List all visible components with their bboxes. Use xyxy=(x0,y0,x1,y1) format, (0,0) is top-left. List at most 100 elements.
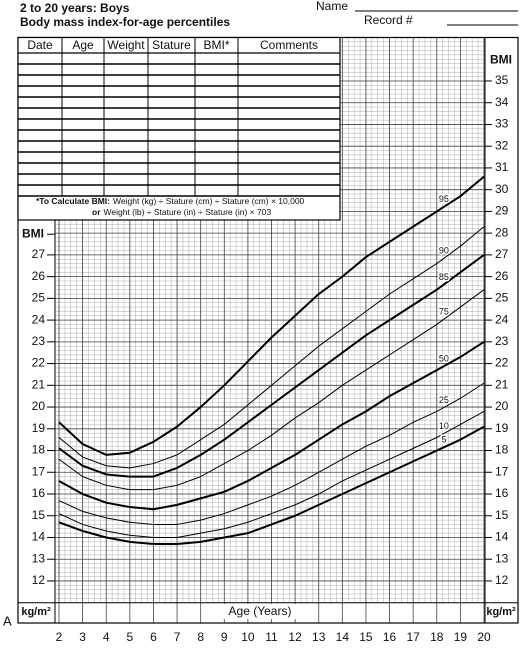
y-tick-label: 16 xyxy=(495,486,509,500)
y-tick-label: 17 xyxy=(495,464,509,478)
curve-label: 90 xyxy=(439,246,449,256)
x-tick-label: 9 xyxy=(221,630,228,644)
x-tick-label: 13 xyxy=(312,630,326,644)
column-header: Date xyxy=(27,38,53,52)
curve-label: 25 xyxy=(439,395,449,405)
x-tick-label: 16 xyxy=(383,630,397,644)
y-tick-label: 31 xyxy=(495,160,509,174)
y-tick-label: 34 xyxy=(495,95,509,109)
y-tick-label: 18 xyxy=(495,443,509,457)
panel-label: A xyxy=(3,613,12,628)
y-axis-label: BMI xyxy=(490,52,512,66)
y-tick-label: 27 xyxy=(495,247,509,261)
y-tick-label: 15 xyxy=(495,508,509,522)
column-header: BMI* xyxy=(203,38,229,52)
record-label: Record # xyxy=(364,13,413,27)
y2-tick-label: 16 xyxy=(32,486,46,500)
y-tick-label: 32 xyxy=(495,138,509,152)
y-tick-label: 22 xyxy=(495,356,509,370)
percentile-curve xyxy=(58,410,485,538)
x-label-background xyxy=(222,604,298,619)
percentile-curve xyxy=(58,382,485,525)
y-tick-label: 29 xyxy=(495,204,509,218)
percentile-curve xyxy=(58,340,485,511)
y-tick-label: 19 xyxy=(495,421,509,435)
x-tick-label: 17 xyxy=(406,630,420,644)
footnote-formula: Weight (kg) ÷ Stature (cm) ÷ Stature (cm… xyxy=(113,196,305,206)
curve-label: 50 xyxy=(439,354,449,364)
y2-axis-label: BMI xyxy=(22,226,44,240)
y2-tick-label: 17 xyxy=(32,464,46,478)
y-unit: kg/m² xyxy=(486,606,516,618)
curve-label: 5 xyxy=(441,435,446,445)
header-title: 2 to 20 years: Boys xyxy=(20,1,130,15)
footnote-lead: *To Calculate BMI: xyxy=(36,196,110,206)
curve-label: 85 xyxy=(439,272,449,282)
percentile-curve xyxy=(58,175,485,456)
y2-tick-label: 20 xyxy=(32,399,46,413)
y-tick-label: 21 xyxy=(495,377,509,391)
footnote-lead: or xyxy=(92,207,101,217)
y-tick-label: 30 xyxy=(495,182,509,196)
x-tick-label: 5 xyxy=(126,630,133,644)
y2-tick-label: 24 xyxy=(32,312,46,326)
y-tick-label: 23 xyxy=(495,334,509,348)
y2-tick-label: 21 xyxy=(32,377,46,391)
x-tick-label: 19 xyxy=(454,630,468,644)
y-tick-label: 14 xyxy=(495,530,509,544)
footnote-formula: Weight (lb) ÷ Stature (in) ÷ Stature (in… xyxy=(104,207,272,217)
percentile-curve xyxy=(58,226,485,469)
y-tick-label: 35 xyxy=(495,73,509,87)
y2-tick-label: 15 xyxy=(32,508,46,522)
column-header: Age xyxy=(72,38,94,52)
footnote: *To Calculate BMI: Weight (kg) ÷ Stature … xyxy=(36,196,305,206)
y-tick-label: 28 xyxy=(495,225,509,239)
y2-tick-label: 23 xyxy=(32,334,46,348)
x-tick-label: 11 xyxy=(265,630,278,644)
x-tick-label: 10 xyxy=(241,630,255,644)
x-tick-label: 15 xyxy=(359,630,373,644)
x-tick-label: 2 xyxy=(56,630,63,644)
y2-tick-label: 13 xyxy=(32,551,46,565)
y2-tick-label: 19 xyxy=(32,421,46,435)
y2-tick-label: 22 xyxy=(32,356,46,370)
x-tick-label: 6 xyxy=(150,630,157,644)
x-tick-label: 4 xyxy=(103,630,110,644)
footnote: or Weight (lb) ÷ Stature (in) ÷ Stature (… xyxy=(92,207,271,217)
y2-unit: kg/m² xyxy=(21,606,51,618)
y2-tick-label: 12 xyxy=(32,573,46,587)
y-tick-label: 13 xyxy=(495,551,509,565)
column-header: Weight xyxy=(107,38,145,52)
curve-label: 75 xyxy=(439,307,449,317)
curve-label: 95 xyxy=(439,194,449,204)
y-tick-label: 25 xyxy=(495,291,509,305)
x-tick-label: 12 xyxy=(288,630,302,644)
column-header: Comments xyxy=(260,38,318,52)
x-tick-label: 20 xyxy=(477,630,491,644)
y2-tick-label: 26 xyxy=(32,269,46,283)
record-table: Date Age Weight Stature BMI* Comments *To Calc… xyxy=(17,36,341,221)
y2-tick-label: 14 xyxy=(32,530,46,544)
column-header: Stature xyxy=(152,38,191,52)
y-tick-label: 20 xyxy=(495,399,509,413)
table-background xyxy=(17,36,341,221)
x-axis-label: Age (Years) xyxy=(229,604,292,618)
y2-tick-label: 27 xyxy=(32,247,46,261)
x-tick-label: 7 xyxy=(174,630,181,644)
percentile-curve xyxy=(58,254,485,478)
y-tick-label: 24 xyxy=(495,312,509,326)
name-label: Name xyxy=(316,0,348,13)
percentile-curve xyxy=(58,289,485,491)
percentile-curve xyxy=(58,425,485,546)
header-subtitle: Body mass index-for-age percentiles xyxy=(20,15,230,29)
x-tick-label: 8 xyxy=(197,630,204,644)
x-tick-label: 14 xyxy=(336,630,350,644)
x-tick-label: 3 xyxy=(79,630,86,644)
y-tick-label: 12 xyxy=(495,573,509,587)
y2-tick-label: 25 xyxy=(32,291,46,305)
y2-tick-label: 18 xyxy=(32,443,46,457)
curve-label: 10 xyxy=(439,421,449,431)
labels: 2 to 20 years: Boys Body mass index-for-… xyxy=(3,0,518,644)
curves: 95 90 85 75 50 25 10 5 xyxy=(58,175,485,546)
